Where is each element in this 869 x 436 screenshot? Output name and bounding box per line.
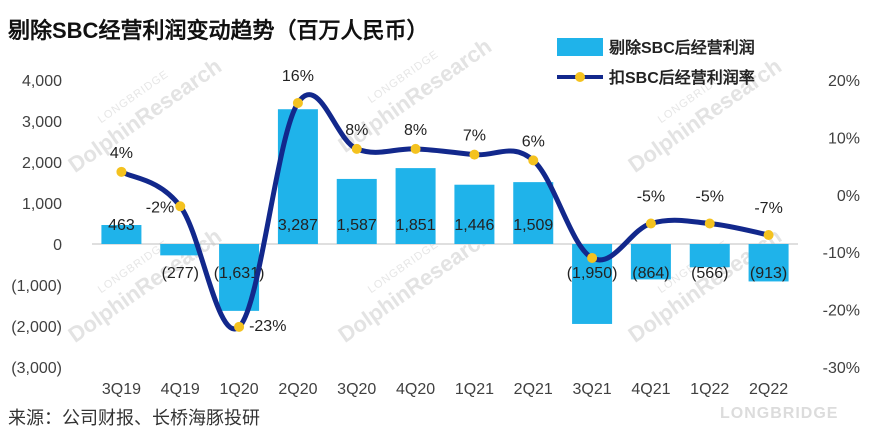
margin-label-3Q20: 8% [345,122,368,139]
bar-3Q19 [101,225,142,244]
watermark-text: DolphinResearch [63,223,226,347]
margin-point-3Q21 [587,252,598,263]
bar-label-2Q21: 1,509 [513,217,553,234]
watermark-brand: LONGBRIDGE [720,405,838,422]
legend: 剔除SBC后经营利润 扣SBC后经营利润率 [557,38,755,87]
x-tick-1Q22: 1Q22 [690,381,729,398]
x-tick-1Q21: 1Q21 [455,381,494,398]
bar-label-3Q20: 1,587 [337,217,377,234]
x-tick-4Q21: 4Q21 [631,381,670,398]
left-axis-tick-label: 4,000 [22,73,62,90]
bar-label-4Q20: 1,851 [396,217,436,234]
margin-point-1Q20 [234,321,245,332]
left-axis-tick-label: 0 [53,237,62,254]
margin-label-2Q21: 6% [522,133,545,150]
right-axis-tick-label: -20% [823,303,860,320]
bar-4Q21 [630,244,671,280]
margin-label-1Q20: -23% [249,318,286,335]
left-axis-tick-label: 2,000 [22,155,62,172]
bar-label-1Q21: 1,446 [454,217,494,234]
x-tick-3Q20: 3Q20 [337,381,376,398]
left-axis-tick-label: (3,000) [11,360,62,377]
bar-label-3Q19: 463 [108,217,135,234]
bar-label-1Q20: (1,631) [214,265,265,282]
left-axis-tick-label: 1,000 [22,196,62,213]
bar-labels: 463 (277) (1,631) 3,287 1,587 1,851 1,446 1,509… [108,217,787,282]
x-tick-2Q21: 2Q21 [514,381,553,398]
bar-label-2Q20: 3,287 [278,217,318,234]
margin-label-1Q21: 7% [463,128,486,145]
x-tick-2Q20: 2Q20 [278,381,317,398]
bar-2Q21 [513,182,554,244]
left-axis: (3,000) (2,000) (1,000) 0 1,000 2,000 3,000 4,0… [11,73,62,377]
margin-point-2Q22 [763,229,774,240]
x-tick-2Q22: 2Q22 [749,381,788,398]
margin-label-1Q22: -5% [696,189,724,206]
margin-label-2Q20: 16% [282,68,314,85]
legend-line-marker [575,72,585,82]
x-tick-3Q21: 3Q21 [573,381,612,398]
margin-point-2Q21 [528,155,539,166]
bar-label-4Q21: (864) [632,265,669,282]
margin-point-3Q20 [351,143,362,154]
margin-point-3Q19 [116,166,127,177]
legend-bar-label: 剔除SBC后经营利润 [608,38,755,57]
bar-label-3Q21: (1,950) [567,265,618,282]
line-series [116,92,774,332]
bar-label-1Q22: (566) [691,265,728,282]
margin-point-4Q21 [645,218,656,229]
margin-label-2Q22: -7% [754,200,782,217]
legend-line-label: 扣SBC后经营利润率 [609,68,755,87]
x-tick-3Q19: 3Q19 [102,381,141,398]
line-labels: 4% -2% -23% 16% 8% 8% 7% 6% -5% -5% -7% [110,68,783,335]
bar-3Q20 [336,178,377,244]
x-axis: 3Q19 4Q19 1Q20 2Q20 3Q20 4Q20 1Q21 2Q21 3Q21 4Q21… [102,381,788,398]
left-axis-tick-label: 3,000 [22,114,62,131]
bar-1Q21 [454,184,495,244]
margin-point-4Q19 [175,201,186,212]
left-axis-tick-label: (1,000) [11,278,62,295]
right-axis-tick-label: 20% [828,73,860,90]
bar-4Q20 [395,168,436,244]
margin-label-4Q19: -2% [146,199,174,216]
right-axis-tick-label: -10% [823,245,860,262]
chart-title: 剔除SBC经营利润变动趋势（百万人民币） [7,18,428,43]
bar-label-2Q22: (913) [750,265,787,282]
x-tick-4Q19: 4Q19 [161,381,200,398]
left-axis-tick-label: (2,000) [11,319,62,336]
bar-4Q19 [160,244,201,256]
bar-2Q22 [748,244,789,282]
right-axis: -30% -20% -10% 0% 10% 20% [823,73,860,377]
margin-point-4Q20 [410,143,421,154]
x-tick-1Q20: 1Q20 [220,381,259,398]
source-note: 来源：公司财报、长桥海豚投研 [8,408,260,428]
watermark-text: DolphinResearch [623,223,786,347]
margin-label-4Q20: 8% [404,122,427,139]
x-tick-4Q20: 4Q20 [396,381,435,398]
margin-label-4Q21: -5% [637,189,665,206]
right-axis-tick-label: -30% [823,360,860,377]
margin-point-2Q20 [292,97,303,108]
legend-bar-swatch [557,38,603,56]
right-axis-tick-label: 10% [828,130,860,147]
watermark-text: DolphinResearch [63,53,226,177]
bar-label-4Q19: (277) [162,265,199,282]
margin-point-1Q22 [704,218,715,229]
right-axis-tick-label: 0% [837,188,860,205]
margin-label-3Q19: 4% [110,145,133,162]
bar-1Q22 [689,244,730,268]
margin-point-1Q21 [469,149,480,160]
